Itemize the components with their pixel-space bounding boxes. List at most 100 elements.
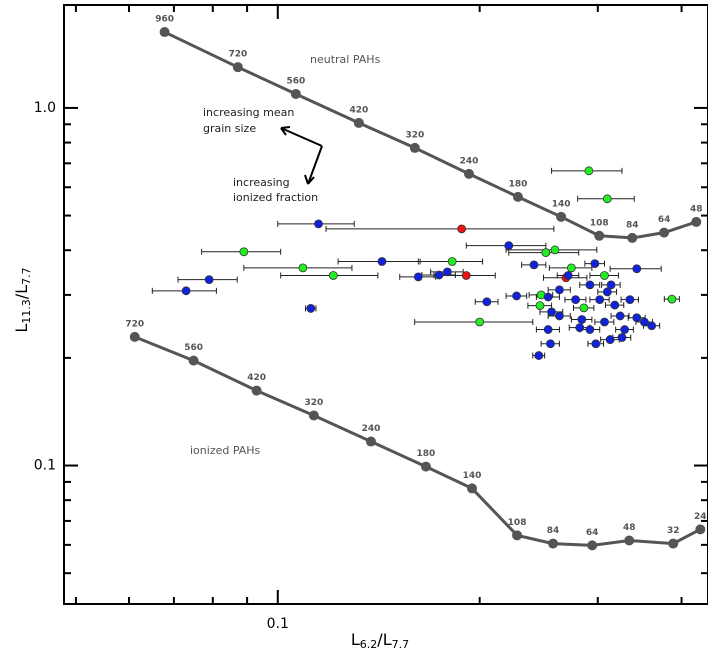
- data-point: [620, 325, 630, 334]
- data-point: [181, 286, 191, 296]
- model-size-label: 320: [304, 398, 323, 408]
- model-point: [308, 410, 319, 421]
- data-point: [566, 263, 576, 273]
- model-size-label: 420: [349, 105, 368, 115]
- model-size-label: 64: [586, 528, 599, 538]
- model-label: ionized PAHs: [190, 444, 261, 457]
- data-point: [512, 291, 521, 301]
- model-point: [251, 385, 262, 396]
- data-point: [595, 295, 605, 305]
- data-point: [555, 285, 564, 295]
- model-point: [691, 216, 702, 227]
- model-point: [587, 540, 598, 551]
- x-axis-label-part: L: [351, 630, 360, 649]
- model-point: [420, 461, 431, 472]
- plot-frame: [63, 4, 708, 605]
- x-axis-label-part: 6.2: [360, 638, 378, 651]
- arrows: [280, 126, 323, 185]
- data-point: [461, 271, 471, 280]
- data-point: [475, 317, 485, 327]
- model-size-label: 48: [690, 204, 703, 214]
- y-tick-label: 1.0: [34, 100, 56, 116]
- model-point: [353, 117, 364, 128]
- data-point: [606, 280, 616, 290]
- annotation: ionized fraction: [233, 191, 318, 204]
- model-size-label: 560: [286, 76, 305, 86]
- model-size-label: 560: [184, 343, 203, 353]
- data-point: [482, 297, 492, 307]
- data-point: [647, 321, 657, 331]
- data-point: [442, 267, 452, 277]
- model-size-label: 140: [463, 471, 482, 481]
- model-size-label: 180: [509, 179, 528, 189]
- data-point: [600, 271, 609, 280]
- data-point: [563, 271, 573, 280]
- y-axis-label: L11.3/L7.7: [12, 267, 34, 332]
- annotation: increasing: [233, 176, 290, 189]
- x-axis-label-part: 7.7: [392, 638, 410, 651]
- data-point: [541, 248, 551, 257]
- data-point: [534, 351, 544, 360]
- data-point: [585, 280, 595, 290]
- data-point: [600, 317, 609, 327]
- model-point: [659, 227, 670, 238]
- data-point: [632, 313, 642, 323]
- model-point: [556, 211, 567, 222]
- model-point: [188, 355, 199, 366]
- model-point: [627, 232, 638, 243]
- data-point: [555, 311, 564, 321]
- arrow: [280, 126, 323, 147]
- data-point: [617, 333, 627, 342]
- model-size-label: 420: [247, 373, 266, 383]
- model-point: [129, 331, 140, 342]
- model-size-label: 84: [626, 220, 639, 230]
- y-axis-label-part: 7.7: [20, 267, 33, 285]
- model-point: [463, 168, 474, 179]
- data-point: [585, 325, 595, 334]
- y-axis-label-part: 11.3: [20, 299, 33, 324]
- x-axis-label: L6.2/L7.7: [351, 630, 409, 652]
- model-size-label: 108: [590, 218, 609, 228]
- data-point: [550, 245, 560, 255]
- data-point: [610, 300, 620, 310]
- data-point: [543, 325, 553, 334]
- data-point: [298, 263, 308, 273]
- annotation: grain size: [203, 122, 256, 135]
- model-point: [624, 535, 635, 546]
- data-point: [306, 304, 316, 313]
- data-point: [602, 287, 612, 297]
- model-point: [232, 62, 243, 73]
- model-size-label: 32: [667, 526, 680, 536]
- data-point: [546, 339, 555, 349]
- data-point: [602, 194, 612, 204]
- annotation: increasing mean: [203, 106, 294, 119]
- y-tick-label: 0.1: [34, 458, 56, 474]
- model-size-label: 240: [460, 156, 479, 166]
- model-point: [512, 530, 523, 541]
- model-size-label: 720: [125, 319, 144, 329]
- data-point: [575, 323, 585, 333]
- model-point: [512, 191, 523, 202]
- model-size-label: 240: [362, 424, 381, 434]
- data-point: [504, 241, 514, 251]
- data-point: [590, 259, 600, 268]
- data-point: [571, 295, 580, 305]
- data-point: [529, 260, 539, 270]
- model-size-label: 24: [694, 512, 707, 522]
- data-point: [639, 317, 649, 327]
- model-point: [548, 538, 559, 549]
- y-axis-label-part: /L: [12, 285, 31, 299]
- data-point: [413, 272, 423, 282]
- model-curve: [134, 335, 702, 547]
- data-point: [547, 307, 556, 317]
- data-point: [632, 264, 642, 274]
- data-point: [239, 247, 249, 257]
- model-point: [159, 27, 170, 38]
- data-point: [615, 311, 625, 321]
- data-point: [457, 224, 467, 234]
- data-point: [605, 335, 615, 344]
- data-point: [577, 315, 587, 324]
- data-point: [314, 219, 323, 229]
- model-curve: [163, 30, 697, 240]
- data-point: [579, 303, 589, 313]
